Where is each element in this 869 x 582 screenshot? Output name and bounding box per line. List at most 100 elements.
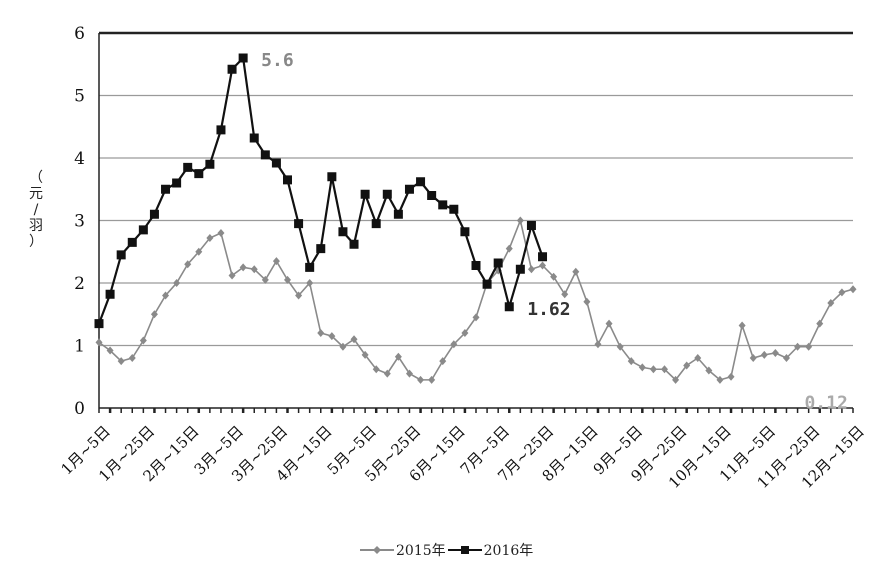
legend-label-2015: 2015年	[396, 543, 446, 559]
data-point-2015	[816, 319, 824, 328]
data-label: 0.12	[804, 393, 847, 414]
data-point-2015	[328, 332, 336, 341]
data-point-2015	[760, 350, 768, 359]
data-point-2015	[561, 290, 569, 299]
data-point-2016	[393, 209, 403, 219]
data-point-2016	[371, 219, 381, 229]
y-axis-label-part: 羽	[29, 218, 43, 234]
data-point-2016	[482, 279, 492, 289]
data-point-2016	[305, 262, 315, 272]
data-point-2016	[404, 184, 414, 194]
data-point-2016	[127, 237, 137, 247]
data-point-2015	[583, 297, 591, 306]
data-point-2015	[527, 265, 535, 274]
data-point-2016	[338, 227, 348, 237]
y-axis-label: （ 元 / 羽 ）	[26, 170, 46, 250]
data-point-2015	[472, 313, 480, 322]
data-point-2016	[526, 221, 536, 230]
data-label: 5.6	[261, 50, 294, 71]
data-point-2015	[805, 342, 813, 351]
data-point-2015	[239, 263, 247, 272]
data-point-2015	[727, 372, 735, 381]
data-point-2016	[183, 162, 193, 172]
y-axis-label-part: （	[29, 170, 43, 186]
data-point-2016	[238, 53, 248, 63]
data-point-2015	[539, 261, 547, 270]
data-point-2015	[95, 338, 103, 347]
data-point-2015	[627, 357, 635, 366]
y-tick-label: 2	[74, 274, 85, 294]
data-point-2015	[616, 342, 624, 351]
data-point-2015	[849, 285, 857, 294]
data-point-2015	[295, 291, 303, 300]
data-point-2015	[317, 329, 325, 337]
data-point-2015	[217, 229, 225, 237]
legend-label-2016: 2016年	[483, 543, 534, 559]
data-point-2016	[172, 178, 182, 188]
data-point-2015	[184, 260, 192, 269]
data-point-2016	[194, 169, 204, 179]
data-point-2016	[538, 252, 548, 262]
y-axis-label-part: ）	[29, 234, 43, 250]
data-point-2015	[649, 365, 657, 374]
data-point-2015	[450, 340, 458, 349]
y-tick-label: 6	[74, 24, 85, 44]
data-point-2015	[139, 336, 147, 345]
data-point-2015	[594, 340, 602, 349]
data-point-2015	[838, 288, 846, 297]
data-point-2015	[206, 234, 214, 242]
data-point-2015	[683, 361, 691, 370]
legend: 2015年 2016年	[360, 540, 533, 560]
y-tick-label: 0	[74, 399, 85, 419]
line-chart: 01234561月~5日1月~25日2月~15日3月~5日3月~25日4月~15…	[58, 24, 868, 492]
data-point-2015	[749, 354, 757, 362]
data-point-2015	[150, 310, 158, 319]
data-point-2015	[505, 244, 513, 253]
data-point-2016	[360, 189, 370, 199]
data-point-2016	[449, 204, 459, 214]
data-point-2016	[493, 258, 503, 268]
data-point-2015	[638, 363, 646, 372]
data-point-2015	[106, 346, 114, 355]
data-point-2016	[161, 184, 171, 194]
data-point-2015	[794, 342, 802, 351]
data-point-2015	[306, 279, 314, 287]
data-point-2016	[438, 200, 448, 210]
data-label: 1.62	[527, 299, 570, 320]
data-point-2015	[372, 365, 380, 374]
data-point-2016	[294, 219, 304, 229]
data-point-2016	[416, 177, 426, 187]
data-point-2015	[394, 352, 402, 361]
y-tick-label: 3	[74, 212, 85, 232]
data-point-2015	[350, 335, 358, 344]
data-point-2015	[272, 257, 280, 266]
data-point-2015	[461, 329, 469, 337]
data-point-2015	[428, 375, 436, 384]
data-point-2016	[427, 191, 437, 200]
data-point-2015	[782, 354, 790, 362]
y-axis-label-part: /	[33, 202, 39, 218]
data-point-2015	[417, 375, 425, 384]
y-tick-label: 5	[74, 87, 85, 107]
data-point-2015	[439, 357, 447, 366]
data-point-2016	[216, 125, 226, 135]
data-point-2016	[283, 175, 292, 185]
data-point-2015	[705, 366, 713, 375]
data-point-2016	[471, 261, 481, 270]
data-point-2015	[694, 354, 702, 362]
legend-marker-2016	[447, 546, 482, 554]
y-tick-label: 1	[74, 337, 85, 357]
data-point-2015	[661, 365, 668, 374]
data-point-2015	[383, 369, 391, 378]
data-point-2015	[605, 319, 613, 328]
data-point-2016	[316, 244, 326, 254]
legend-marker-2015	[360, 546, 394, 554]
data-point-2015	[550, 272, 558, 281]
data-point-2016	[105, 289, 115, 299]
data-point-2015	[128, 354, 136, 362]
data-point-2016	[382, 189, 392, 199]
data-point-2015	[716, 375, 724, 384]
data-point-2016	[227, 64, 237, 74]
data-point-2016	[504, 302, 514, 312]
data-point-2015	[361, 350, 369, 359]
